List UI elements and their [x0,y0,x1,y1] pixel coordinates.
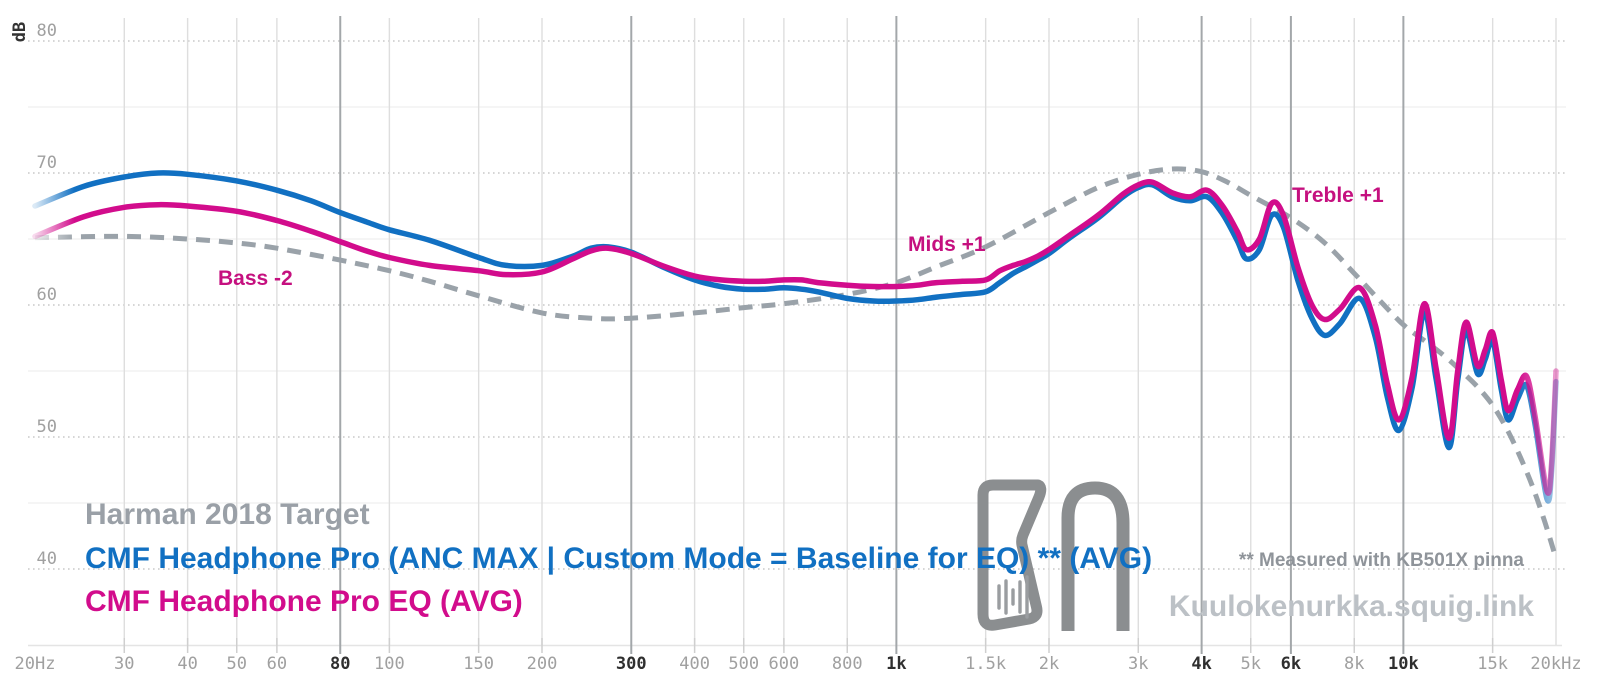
waveform-icon [997,575,1029,619]
svg-text:80: 80 [330,654,350,674]
svg-text:20Hz: 20Hz [15,654,56,674]
svg-text:40: 40 [37,549,57,569]
curve-eq [32,179,1559,496]
svg-text:800: 800 [832,654,863,674]
svg-text:100: 100 [374,654,405,674]
site-watermark: Kuulokenurkka.squig.link [1168,590,1534,623]
svg-text:8k: 8k [1344,654,1364,674]
kn-logo-icon [977,479,1130,631]
svg-text:1k: 1k [886,654,906,674]
svg-text:400: 400 [679,654,710,674]
svg-text:15k: 15k [1477,654,1508,674]
measurement-footnote: ** Measured with KB501X pinna [1238,550,1524,571]
svg-text:5k: 5k [1241,654,1261,674]
svg-text:200: 200 [527,654,558,674]
svg-text:70: 70 [37,153,57,173]
svg-text:60: 60 [267,654,287,674]
annotation-bass: Bass -2 [218,267,293,290]
x-axis-ticks [123,638,1494,653]
annotation-mids: Mids +1 [908,233,986,256]
svg-text:50: 50 [227,654,247,674]
svg-text:500: 500 [728,654,759,674]
curve-measurement [32,170,1559,504]
svg-text:300: 300 [616,654,647,674]
svg-text:80: 80 [37,21,57,41]
svg-text:4k: 4k [1191,654,1211,674]
svg-text:30: 30 [114,654,134,674]
y-axis-unit: dB [10,22,30,42]
svg-text:150: 150 [463,654,494,674]
svg-text:10k: 10k [1388,654,1419,674]
legend-item-target[interactable]: Harman 2018 Target [85,498,370,531]
svg-text:3k: 3k [1128,654,1148,674]
svg-text:40: 40 [177,654,197,674]
svg-text:2k: 2k [1039,654,1059,674]
legend-item-measurement[interactable]: CMF Headphone Pro (ANC MAX | Custom Mode… [85,542,1153,575]
svg-text:600: 600 [769,654,800,674]
svg-text:60: 60 [37,285,57,305]
legend-item-eq[interactable]: CMF Headphone Pro EQ (AVG) [85,585,523,618]
horizontal-gridlines [28,40,1566,570]
svg-text:50: 50 [37,417,57,437]
svg-text:20kHz: 20kHz [1530,654,1581,674]
curves [32,166,1559,560]
vertical-gridlines [28,16,1562,654]
x-axis-labels: 20Hz 30 40 50 60 80 100 150 200 300 400 500 600 800 1k… [15,654,1582,674]
svg-text:1.5k: 1.5k [965,654,1006,674]
y-axis-labels: 80 70 60 50 40 [37,21,57,569]
curve-target [34,166,1559,560]
annotation-treble: Treble +1 [1292,184,1384,207]
svg-text:6k: 6k [1281,654,1301,674]
